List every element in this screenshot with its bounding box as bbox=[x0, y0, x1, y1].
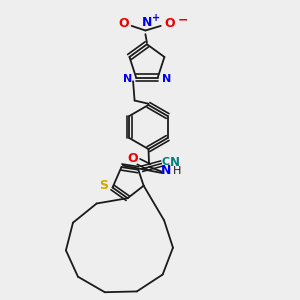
Text: −: − bbox=[178, 14, 188, 27]
Text: O: O bbox=[128, 152, 139, 165]
Text: H: H bbox=[172, 166, 181, 176]
Text: S: S bbox=[100, 179, 109, 193]
Text: O: O bbox=[165, 17, 175, 30]
Text: N: N bbox=[161, 164, 171, 177]
Text: N: N bbox=[123, 74, 132, 84]
Text: N: N bbox=[142, 16, 152, 29]
Text: +: + bbox=[152, 13, 160, 22]
Text: N: N bbox=[170, 156, 180, 169]
Text: C: C bbox=[162, 157, 170, 167]
Text: N: N bbox=[162, 74, 171, 84]
Text: O: O bbox=[118, 17, 129, 30]
